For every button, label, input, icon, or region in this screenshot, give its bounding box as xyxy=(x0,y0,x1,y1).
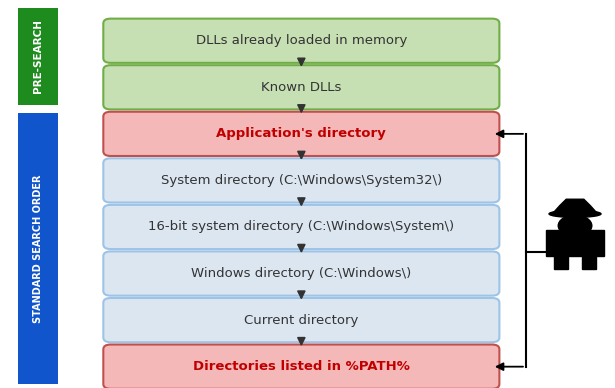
FancyBboxPatch shape xyxy=(18,8,58,105)
FancyBboxPatch shape xyxy=(103,112,499,156)
FancyBboxPatch shape xyxy=(103,251,499,296)
FancyBboxPatch shape xyxy=(103,65,499,109)
Text: STANDARD SEARCH ORDER: STANDARD SEARCH ORDER xyxy=(33,174,44,322)
FancyBboxPatch shape xyxy=(554,255,568,268)
FancyBboxPatch shape xyxy=(103,345,499,388)
Text: Application's directory: Application's directory xyxy=(216,127,386,140)
Text: DLLs already loaded in memory: DLLs already loaded in memory xyxy=(196,34,407,47)
Text: Known DLLs: Known DLLs xyxy=(261,81,341,94)
Text: Directories listed in %PATH%: Directories listed in %PATH% xyxy=(193,360,410,373)
Text: 16-bit system directory (C:\Windows\System\): 16-bit system directory (C:\Windows\Syst… xyxy=(148,220,454,234)
Text: Current directory: Current directory xyxy=(244,314,359,327)
FancyBboxPatch shape xyxy=(582,255,596,268)
Circle shape xyxy=(558,215,592,236)
Text: Windows directory (C:\Windows\): Windows directory (C:\Windows\) xyxy=(191,267,411,280)
FancyBboxPatch shape xyxy=(103,298,499,342)
FancyBboxPatch shape xyxy=(103,205,499,249)
FancyBboxPatch shape xyxy=(103,19,499,63)
FancyBboxPatch shape xyxy=(546,230,604,256)
Text: System directory (C:\Windows\System32\): System directory (C:\Windows\System32\) xyxy=(161,174,442,187)
FancyBboxPatch shape xyxy=(103,158,499,203)
Text: PRE-SEARCH: PRE-SEARCH xyxy=(33,19,44,93)
FancyBboxPatch shape xyxy=(18,113,58,384)
Ellipse shape xyxy=(549,210,601,217)
Polygon shape xyxy=(553,199,597,213)
